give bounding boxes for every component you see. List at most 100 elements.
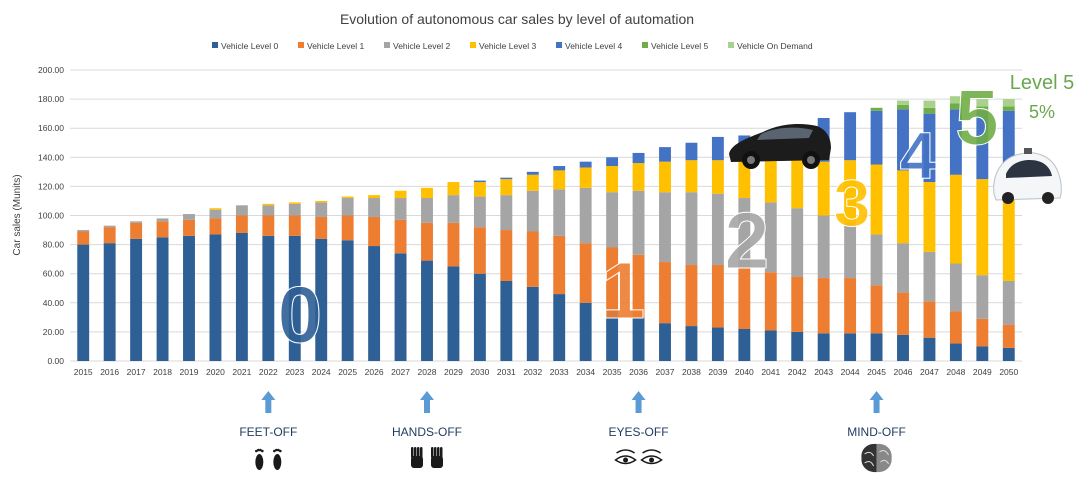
bar-segment <box>949 263 962 312</box>
x-tick-label: 2024 <box>312 367 331 377</box>
bar-segment <box>897 334 909 361</box>
bar-segment <box>844 278 857 334</box>
bar-segment <box>235 232 248 361</box>
bar-segment <box>632 254 645 318</box>
bar-segment <box>500 195 513 231</box>
bar-segment <box>685 192 698 265</box>
bar-segment <box>923 100 936 108</box>
y-tick-label: 40.00 <box>43 298 65 308</box>
bar-segment <box>738 198 751 268</box>
bar-segment <box>844 333 857 361</box>
bar-segment <box>976 346 989 361</box>
bar-segment <box>606 247 619 311</box>
legend: Vehicle Level 0 Vehicle Level 1 Vehicle Le… <box>212 41 813 51</box>
milestones: FEET-OFF HANDS-OFF EYES-OFF MIND-OFF <box>239 391 906 473</box>
bar-segment <box>976 275 989 319</box>
x-tick-label: 2029 <box>444 367 463 377</box>
y-tick-label: 120.00 <box>38 181 64 191</box>
legend-label: Vehicle Level 0 <box>221 41 278 51</box>
x-tick-label: 2035 <box>603 367 622 377</box>
bar-segment <box>156 237 169 361</box>
bar-segment <box>341 196 354 199</box>
bar-segment <box>368 216 381 247</box>
sedan-car-icon <box>729 124 831 169</box>
level-overlay-numbers: 0 12 34 5 <box>277 73 999 360</box>
legend-swatch <box>642 42 648 48</box>
bar-segment <box>870 333 883 361</box>
bar-segment <box>447 266 460 361</box>
level-number-overlay: 4 <box>900 118 937 192</box>
milestone-label: MIND-OFF <box>847 425 906 439</box>
bar-segment <box>473 196 486 228</box>
bar-segment <box>288 202 301 204</box>
y-axis-ticks: 0.00 20.00 40.00 60.00 80.00 100.00 120.00 140.… <box>38 65 64 366</box>
bar-segment <box>817 278 830 334</box>
bar-segment <box>130 221 143 223</box>
bar-segment <box>235 215 248 233</box>
bar-segment <box>315 200 328 203</box>
bar-segment <box>897 100 909 105</box>
bar-segment <box>526 231 539 287</box>
bar-segment <box>447 195 460 223</box>
legend-label: Vehicle Level 1 <box>307 41 364 51</box>
x-tick-label: 2020 <box>206 367 225 377</box>
bar-segment <box>315 202 328 217</box>
bar-segment <box>949 174 962 264</box>
x-tick-label: 2025 <box>338 367 357 377</box>
bar-segment <box>209 209 222 219</box>
bar-segment <box>844 222 857 279</box>
bar-segment <box>738 267 751 329</box>
legend-label: Vehicle On Demand <box>737 41 813 51</box>
bar-segment <box>1002 99 1015 107</box>
x-tick-label: 2039 <box>708 367 727 377</box>
bar-segment <box>130 238 143 361</box>
x-tick-label: 2016 <box>100 367 119 377</box>
bar-segment <box>262 203 275 206</box>
bar-segment <box>262 215 275 236</box>
bar-segment <box>949 96 962 104</box>
bar-segment <box>473 273 486 361</box>
y-tick-label: 80.00 <box>43 240 65 250</box>
bar-segment <box>870 234 883 286</box>
bar-segment <box>1002 324 1015 348</box>
bar-segment <box>183 235 195 361</box>
legend-swatch <box>384 42 390 48</box>
bar-segment <box>659 192 671 263</box>
bar-segment <box>711 136 724 161</box>
bar-segment <box>1002 280 1015 325</box>
bar-segment <box>949 109 962 175</box>
x-tick-label: 2040 <box>735 367 754 377</box>
bar-segment <box>764 272 777 331</box>
x-tick-label: 2038 <box>682 367 701 377</box>
bar-segment <box>632 317 645 361</box>
bar-segment <box>949 311 962 344</box>
bar-segment <box>183 219 195 236</box>
bar-segment <box>526 190 539 232</box>
bar-segment <box>315 238 328 361</box>
bar-segment <box>685 326 698 361</box>
bar-segment <box>368 195 381 199</box>
bar-segment <box>341 215 354 241</box>
bar-segment <box>394 198 407 220</box>
x-tick-label: 2030 <box>470 367 489 377</box>
bar-segment <box>156 221 169 238</box>
bar-segment <box>341 240 354 361</box>
legend-label: Vehicle Level 5 <box>651 41 708 51</box>
bar-segment <box>209 234 222 361</box>
bar-segment <box>870 285 883 334</box>
bar-segment <box>315 216 328 239</box>
bar-segment <box>817 333 830 361</box>
bar-segment <box>103 227 116 244</box>
bar-segment <box>659 323 671 361</box>
bar-segment <box>685 160 698 193</box>
bar-segment <box>764 202 777 273</box>
bar-segment <box>1002 106 1015 111</box>
bar-segment <box>447 222 460 267</box>
legend-label: Vehicle Level 2 <box>393 41 450 51</box>
x-tick-label: 2046 <box>894 367 913 377</box>
bar-segment <box>579 243 592 303</box>
y-tick-label: 160.00 <box>38 123 64 133</box>
bar-segment <box>394 253 407 361</box>
bar-segment <box>553 189 566 236</box>
bar-segment <box>447 182 460 196</box>
